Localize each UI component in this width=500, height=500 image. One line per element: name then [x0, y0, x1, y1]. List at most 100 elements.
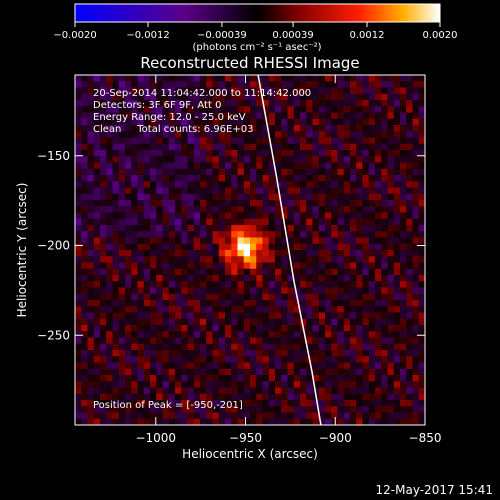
heatmap-cell — [100, 193, 107, 201]
heatmap-cell — [293, 250, 301, 257]
heatmap-cell — [106, 362, 113, 370]
heatmap-cell — [187, 375, 195, 382]
heatmap-cell — [143, 306, 151, 313]
heatmap-cell — [175, 118, 182, 126]
heatmap-cell — [100, 412, 107, 420]
heatmap-cell — [343, 175, 351, 182]
heatmap-cell — [168, 306, 176, 313]
heatmap-cell — [81, 393, 88, 401]
heatmap-cell — [356, 162, 363, 170]
heatmap-cell — [81, 231, 88, 238]
heatmap-cell — [125, 125, 132, 132]
heatmap-cell — [406, 143, 413, 151]
heatmap-cell — [175, 312, 182, 320]
heatmap-cell — [193, 350, 201, 357]
heatmap-cell — [337, 368, 345, 376]
heatmap-cell — [81, 187, 88, 195]
colorbar: −0.0020 −0.0012 −0.00039 0.00039 0.0012 0.002… — [53, 3, 458, 53]
heatmap-cell — [175, 200, 182, 207]
heatmap-cell — [193, 168, 201, 176]
heatmap-cell — [112, 362, 120, 370]
heatmap-cell — [81, 250, 88, 257]
heatmap-cell — [343, 212, 351, 220]
heatmap-cell — [300, 81, 307, 88]
heatmap-cell — [281, 100, 288, 107]
heatmap-cell — [243, 418, 251, 425]
heatmap-cell — [193, 387, 201, 395]
heatmap-cell — [350, 343, 357, 351]
heatmap-cell — [393, 137, 401, 145]
heatmap-cell — [87, 250, 95, 257]
heatmap-cell — [293, 393, 301, 401]
heatmap-cell — [93, 293, 101, 301]
heatmap-cell — [393, 243, 401, 251]
heatmap-cell — [206, 87, 213, 95]
heatmap-cell — [368, 262, 376, 270]
heatmap-cell — [387, 168, 395, 176]
heatmap-cell — [112, 368, 120, 376]
heatmap-cell — [250, 262, 257, 270]
heatmap-cell — [118, 218, 126, 226]
heatmap-cell — [262, 262, 270, 270]
heatmap-cell — [93, 200, 101, 207]
heatmap-cell — [406, 318, 413, 326]
heatmap-cell — [93, 268, 101, 276]
heatmap-cell — [87, 356, 95, 363]
heatmap-cell — [268, 268, 276, 276]
heatmap-cell — [218, 368, 226, 376]
heatmap-cell — [175, 131, 182, 138]
heatmap-cell — [225, 212, 232, 220]
heatmap-cell — [118, 156, 126, 163]
heatmap-cell — [356, 106, 363, 113]
heatmap-cell — [412, 243, 420, 251]
heatmap-cell — [81, 125, 88, 132]
heatmap-cell — [231, 312, 238, 320]
heatmap-cell — [418, 212, 425, 220]
heatmap-cell — [168, 187, 176, 195]
heatmap-cell — [212, 281, 220, 288]
heatmap-cell — [418, 275, 425, 282]
heatmap-cell — [118, 243, 126, 251]
heatmap-cell — [200, 325, 207, 332]
heatmap-cell — [200, 362, 207, 370]
heatmap-cell — [175, 231, 182, 238]
heatmap-cell — [175, 406, 182, 413]
heatmap-cell — [150, 212, 157, 220]
heatmap-cell — [256, 181, 263, 188]
heatmap-cell — [187, 287, 195, 295]
heatmap-cell — [356, 193, 363, 201]
heatmap-cell — [412, 137, 420, 145]
heatmap-cell — [168, 318, 176, 326]
heatmap-cell — [400, 337, 407, 345]
heatmap-cell — [181, 356, 188, 363]
heatmap-cell — [343, 125, 351, 132]
heatmap-cell — [256, 250, 263, 257]
heatmap-cell — [143, 356, 151, 363]
heatmap-cell — [412, 200, 420, 207]
heatmap-cell — [268, 356, 276, 363]
heatmap-cell — [156, 325, 163, 332]
heatmap-cell — [243, 237, 251, 245]
heatmap-cell — [193, 381, 201, 388]
heatmap-cell — [212, 75, 220, 82]
heatmap-cell — [168, 406, 176, 413]
heatmap-cell — [350, 325, 357, 332]
heatmap-cell — [375, 225, 382, 232]
heatmap-cell — [312, 125, 320, 132]
heatmap-cell — [368, 368, 376, 376]
heatmap-cell — [162, 331, 170, 338]
heatmap-cell — [318, 175, 326, 182]
heatmap-cell — [350, 418, 357, 425]
heatmap-cell — [387, 287, 395, 295]
heatmap-cell — [81, 156, 88, 163]
heatmap-cell — [181, 218, 188, 226]
heatmap-cell — [387, 256, 395, 263]
heatmap-cell — [368, 318, 376, 326]
heatmap-cell — [306, 131, 313, 138]
heatmap-cell — [318, 143, 326, 151]
heatmap-cell — [406, 237, 413, 245]
heatmap-cell — [362, 193, 370, 201]
heatmap-cell — [175, 350, 182, 357]
heatmap-cell — [256, 187, 263, 195]
heatmap-cell — [131, 106, 138, 113]
